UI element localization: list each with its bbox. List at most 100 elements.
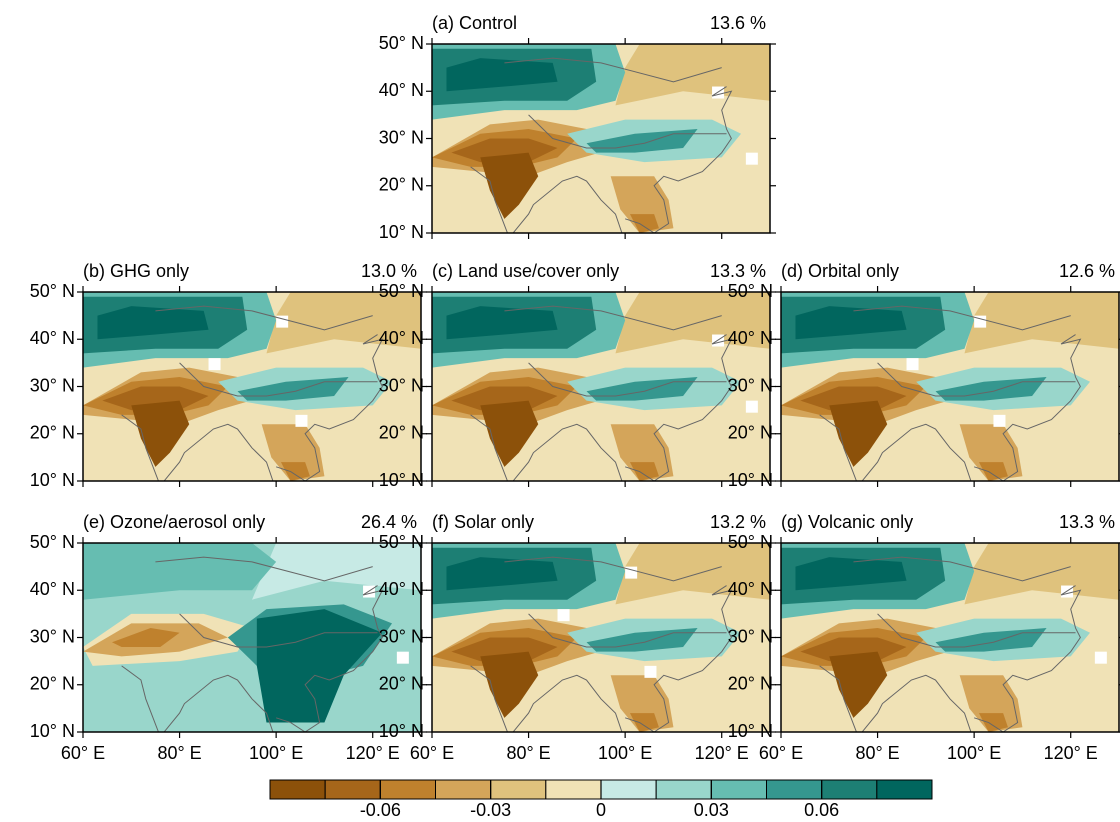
lat-tick-label: 10° N — [30, 721, 75, 741]
coastline — [624, 86, 733, 233]
panel-title: (b) GHG only — [83, 261, 189, 281]
lat-tick-label: 40° N — [379, 328, 424, 348]
lat-tick-label: 50° N — [728, 532, 773, 552]
lat-tick-label: 50° N — [30, 532, 75, 552]
contour-region — [446, 58, 558, 92]
contour-region — [629, 214, 659, 233]
panel-percent: 13.0 % — [361, 261, 417, 281]
colorbar-bin — [876, 779, 933, 800]
lat-tick-label: 10° N — [728, 721, 773, 741]
colorbar-tick-label: 0.06 — [804, 800, 839, 820]
lat-tick-label: 30° N — [30, 626, 75, 646]
contour-region — [615, 292, 770, 354]
lat-tick-label: 10° N — [30, 470, 75, 490]
colorbar-bin — [766, 779, 823, 800]
contour-region — [629, 462, 659, 481]
contour-region — [480, 651, 539, 718]
contour-region — [795, 306, 907, 340]
lat-tick-label: 30° N — [379, 626, 424, 646]
coastline — [624, 334, 733, 481]
missing-cell — [557, 609, 570, 622]
contour-region — [795, 557, 907, 591]
lon-tick-label: 80° E — [157, 743, 201, 763]
missing-cell — [644, 665, 657, 678]
lat-tick-label: 10° N — [379, 470, 424, 490]
colorbar-bin — [545, 779, 602, 800]
panel-percent: 12.6 % — [1059, 261, 1115, 281]
colorbar-bin — [490, 779, 547, 800]
missing-cell — [993, 414, 1006, 427]
coastline — [528, 613, 727, 648]
coastline — [179, 613, 378, 648]
coastline — [504, 556, 722, 582]
lon-tick-label: 100° E — [947, 743, 1001, 763]
coastline — [275, 334, 384, 481]
lon-tick-label: 120° E — [346, 743, 400, 763]
contour-region — [978, 713, 1008, 732]
panel-percent: 13.2 % — [710, 512, 766, 532]
missing-cell — [625, 566, 638, 579]
missing-cell — [1094, 651, 1107, 664]
lat-tick-label: 30° N — [728, 626, 773, 646]
lat-tick-label: 30° N — [379, 127, 424, 147]
lat-tick-label: 20° N — [30, 423, 75, 443]
lat-tick-label: 20° N — [379, 674, 424, 694]
panel-title: (c) Land use/cover only — [432, 261, 619, 281]
panel-percent: 13.3 % — [710, 261, 766, 281]
map-panel — [432, 543, 770, 732]
panel-percent: 26.4 % — [361, 512, 417, 532]
map-panel — [83, 543, 421, 732]
colorbar-tick-label: 0 — [596, 800, 606, 820]
contour-region — [83, 543, 277, 600]
missing-cell — [974, 315, 987, 328]
panel-percent: 13.3 % — [1059, 512, 1115, 532]
contour-region — [252, 543, 421, 600]
lat-tick-label: 50° N — [379, 532, 424, 552]
lon-tick-label: 80° E — [506, 743, 550, 763]
lon-tick-label: 80° E — [855, 743, 899, 763]
lat-tick-label: 20° N — [379, 423, 424, 443]
coastline — [877, 613, 1076, 648]
missing-cell — [745, 400, 758, 413]
contour-region — [131, 400, 190, 467]
colorbar-bin — [435, 779, 492, 800]
colorbar-bin — [710, 779, 767, 800]
coastline — [155, 305, 373, 331]
coastline — [504, 57, 722, 83]
missing-cell — [906, 358, 919, 371]
lon-tick-label: 100° E — [249, 743, 303, 763]
contour-region — [446, 557, 558, 591]
lat-tick-label: 40° N — [379, 579, 424, 599]
panel-title: (f) Solar only — [432, 512, 534, 532]
lat-tick-label: 20° N — [379, 175, 424, 195]
contour-region — [964, 292, 1119, 354]
colorbar-bin — [324, 779, 381, 800]
map-panel — [432, 44, 770, 233]
missing-cell — [208, 358, 221, 371]
panel-title: (e) Ozone/aerosol only — [83, 512, 265, 532]
colorbar-tick-label: -0.06 — [360, 800, 401, 820]
missing-cell — [295, 414, 308, 427]
coastline — [470, 414, 623, 481]
lat-tick-label: 30° N — [728, 375, 773, 395]
contour-region — [615, 543, 770, 605]
coastline — [275, 585, 384, 732]
lat-tick-label: 30° N — [379, 375, 424, 395]
coastline — [470, 166, 623, 233]
lat-tick-label: 20° N — [728, 423, 773, 443]
map-panel — [781, 292, 1119, 481]
panel-percent: 13.6 % — [710, 13, 766, 33]
contour-region — [280, 462, 310, 481]
coastline — [819, 665, 972, 732]
contour-region — [629, 713, 659, 732]
lon-tick-label: 60° E — [759, 743, 803, 763]
panel-title: (a) Control — [432, 13, 517, 33]
contour-region — [451, 637, 558, 662]
lon-tick-label: 120° E — [1044, 743, 1098, 763]
contour-region — [978, 462, 1008, 481]
lat-tick-label: 40° N — [728, 328, 773, 348]
coastline — [155, 556, 373, 582]
contour-region — [451, 138, 558, 163]
contour-region — [256, 609, 383, 723]
